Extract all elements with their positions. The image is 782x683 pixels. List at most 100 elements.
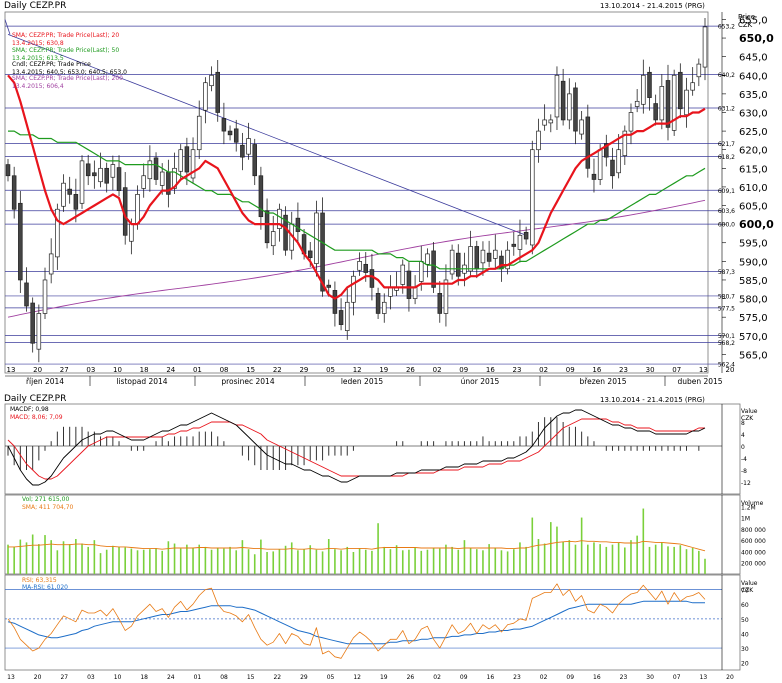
volume-tick-label-3: 800 000 bbox=[741, 527, 766, 534]
candle-body-113 bbox=[702, 26, 708, 68]
top-title: Daily CEZP.PR bbox=[4, 1, 67, 11]
bottom-x-day-label-13: 12 bbox=[353, 674, 361, 681]
x-day-label-21: 09 bbox=[566, 366, 575, 374]
candle-body-55 bbox=[344, 301, 350, 331]
candle-body-85 bbox=[530, 149, 535, 246]
price-tick-label-570: 570,0 bbox=[739, 332, 768, 343]
rsi-line bbox=[7, 583, 706, 659]
price-tick-label-590: 590,0 bbox=[739, 257, 768, 268]
candle-body-15 bbox=[98, 167, 103, 183]
price-level-label-2: 631,2 bbox=[718, 106, 735, 113]
macd-legend-1: MACD; 8,06; 7,09 bbox=[10, 414, 63, 421]
candle-body-51 bbox=[320, 212, 325, 292]
price-level-label-10: 577,5 bbox=[718, 305, 735, 312]
rsi-legend-1: MA-RSI; 61,020 bbox=[22, 584, 68, 591]
bottom-x-day-label-19: 23 bbox=[513, 674, 521, 681]
candle-body-13 bbox=[85, 163, 91, 177]
x-month-label-0: říjen 2014 bbox=[26, 377, 64, 386]
candle-body-88 bbox=[548, 119, 554, 124]
bottom-x-day-label-23: 23 bbox=[620, 674, 628, 681]
candle-body-87 bbox=[542, 119, 547, 126]
candle-body-86 bbox=[536, 130, 541, 151]
macd-panel-frame bbox=[4, 403, 741, 495]
bottom-x-day-label-5: 18 bbox=[140, 674, 148, 681]
price-tick-label-585: 585,0 bbox=[739, 276, 768, 287]
candle-body-47 bbox=[295, 217, 301, 232]
candle-body-70 bbox=[437, 293, 443, 314]
macd-legend-0: MACDF; 0,98 bbox=[10, 406, 49, 413]
x-month-label-2: prosinec 2014 bbox=[221, 377, 274, 386]
price-tick-label-655: 655,0 bbox=[739, 15, 768, 26]
macd-tick-label--8: -8 bbox=[741, 468, 747, 475]
price-axis-title: Price bbox=[738, 13, 756, 21]
candle-body-28 bbox=[178, 149, 183, 172]
bottom-x-day-label-15: 26 bbox=[407, 674, 415, 681]
bottom-x-day-label-12: 05 bbox=[327, 674, 335, 681]
candle-body-96 bbox=[597, 149, 603, 180]
bottom-x-day-label-21: 09 bbox=[566, 674, 574, 681]
x-day-label-22: 16 bbox=[592, 366, 601, 374]
trendline bbox=[7, 33, 527, 236]
macd-tick-label-8: 8 bbox=[741, 420, 745, 427]
candle-body-36 bbox=[227, 130, 233, 136]
x-day-label-2: 27 bbox=[60, 366, 69, 374]
bottom-x-day-label-24: 30 bbox=[646, 674, 654, 681]
price-tick-label-615: 615,0 bbox=[739, 164, 768, 175]
candle-body-78 bbox=[486, 252, 492, 262]
candle-body-40 bbox=[252, 144, 257, 177]
sma20-line bbox=[7, 74, 706, 300]
candle-body-23 bbox=[147, 160, 153, 180]
candle-body-110 bbox=[684, 89, 689, 116]
candle-body-92 bbox=[573, 87, 578, 132]
candle-body-29 bbox=[184, 146, 190, 173]
candle-body-11 bbox=[73, 194, 79, 210]
x-day-label-17: 09 bbox=[459, 366, 468, 374]
candle-body-79 bbox=[493, 249, 498, 259]
bottom-x-day-label-17: 09 bbox=[460, 674, 468, 681]
candle-body-10 bbox=[67, 188, 72, 195]
macd-line bbox=[7, 409, 706, 486]
candle-body-62 bbox=[388, 287, 393, 297]
price-axis-unit: CZK bbox=[738, 21, 753, 29]
candle-body-30 bbox=[190, 149, 196, 179]
bottom-x-day-label-25: 07 bbox=[673, 674, 681, 681]
volume-legend-1: SMA; 411 704,70 bbox=[22, 504, 74, 511]
candle-body-94 bbox=[585, 116, 591, 169]
candle-body-25 bbox=[159, 171, 165, 186]
price-level-label-0: 653,2 bbox=[718, 24, 735, 31]
candle-body-66 bbox=[412, 287, 418, 299]
volume-tick-label-4: 1M bbox=[741, 516, 750, 523]
bottom-x-day-label-18: 16 bbox=[487, 674, 495, 681]
bottom-x-day-label-2: 27 bbox=[60, 674, 68, 681]
price-legend-label-0: SMA; CEZP.PR; Trade Price(Last); 20 bbox=[12, 32, 119, 39]
volume-axis-title: Volume bbox=[741, 500, 764, 507]
volume-tick-label-1: 400 000 bbox=[741, 549, 766, 556]
bottom-x-day-label-4: 10 bbox=[114, 674, 122, 681]
candle-body-53 bbox=[332, 290, 338, 314]
x-day-label-3: 03 bbox=[86, 366, 95, 374]
x-month-label-1: listopad 2014 bbox=[116, 377, 167, 386]
price-legend-label-2: Cndl; CEZP.PR; Trade Price bbox=[12, 61, 91, 68]
x-day-label-0: 13 bbox=[7, 366, 16, 374]
macd-title: Daily CEZP.PR bbox=[4, 394, 67, 404]
bottom-x-day-label-14: 19 bbox=[380, 674, 388, 681]
candle-body-68 bbox=[425, 253, 430, 265]
candle-body-4 bbox=[30, 302, 35, 344]
candle-body-54 bbox=[338, 310, 344, 325]
bottom-x-day-label-3: 03 bbox=[87, 674, 95, 681]
candle-body-38 bbox=[240, 144, 245, 158]
candle-body-2 bbox=[18, 202, 23, 281]
candle-body-64 bbox=[400, 264, 406, 285]
candle-body-106 bbox=[659, 86, 665, 121]
price-tick-label-645: 645,0 bbox=[739, 53, 768, 64]
candle-body-104 bbox=[647, 71, 652, 98]
candle-body-1 bbox=[11, 175, 17, 210]
candle-body-101 bbox=[628, 112, 634, 132]
candle-body-6 bbox=[42, 279, 48, 314]
x-day-label-5: 18 bbox=[140, 366, 149, 374]
x-day-label-8: 08 bbox=[220, 366, 229, 374]
price-tick-label-630: 630,0 bbox=[739, 108, 768, 119]
candle-body-81 bbox=[505, 249, 510, 270]
candle-body-71 bbox=[443, 279, 449, 314]
